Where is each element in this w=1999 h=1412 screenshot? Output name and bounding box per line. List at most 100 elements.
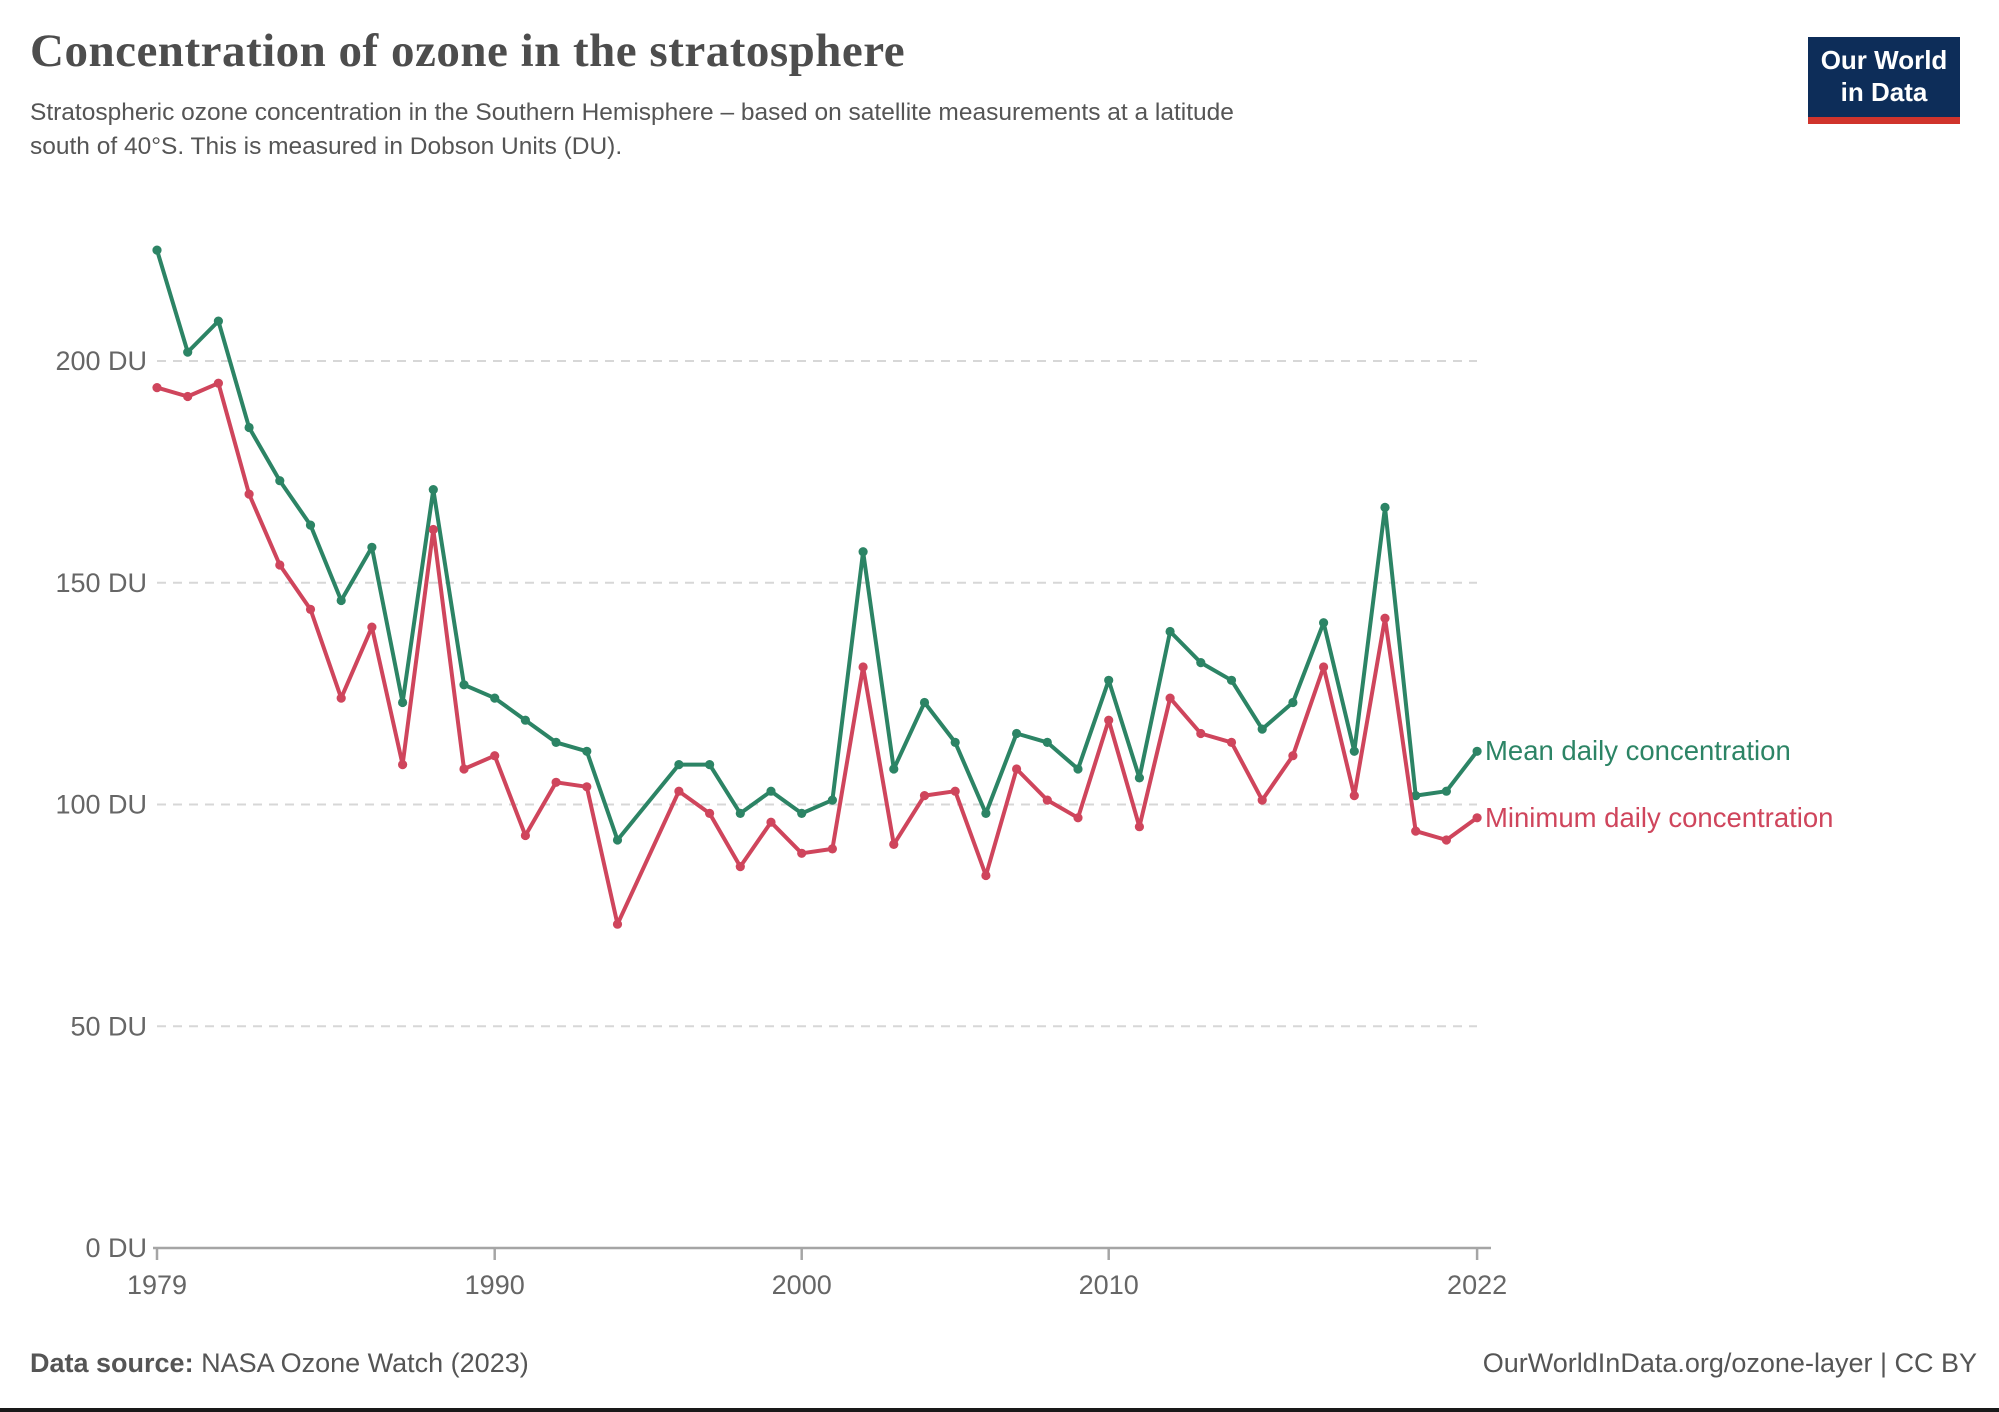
credit-link[interactable]: OurWorldInData.org/ozone-layer | CC BY <box>1482 1348 1977 1378</box>
mean-data-point[interactable] <box>919 697 930 708</box>
mean-line[interactable] <box>155 248 1480 842</box>
mean-data-point[interactable] <box>1349 746 1359 756</box>
mean-data-point[interactable] <box>1441 786 1451 796</box>
min-data-point[interactable] <box>398 760 408 770</box>
data-source-value: NASA Ozone Watch (2023) <box>193 1348 529 1378</box>
mean-data-point[interactable] <box>1411 791 1421 801</box>
series-label-mean-daily-concentration[interactable]: Mean daily concentration <box>1485 735 1791 766</box>
min-data-point[interactable] <box>1226 737 1237 748</box>
min-data-point[interactable] <box>1441 835 1451 845</box>
mean-data-point[interactable] <box>459 680 469 690</box>
mean-data-point[interactable] <box>705 760 715 770</box>
mean-data-point[interactable] <box>428 485 438 495</box>
mean-data-point[interactable] <box>889 764 899 774</box>
mean-data-point[interactable] <box>1257 724 1267 734</box>
mean-data-point[interactable] <box>981 808 991 819</box>
series-mean-daily-concentration[interactable] <box>152 245 1482 845</box>
min-data-point[interactable] <box>551 777 561 787</box>
min-data-point[interactable] <box>889 839 899 850</box>
mean-data-point[interactable] <box>1104 675 1114 685</box>
mean-data-point[interactable] <box>275 476 285 486</box>
mean-data-point[interactable] <box>213 316 223 326</box>
mean-data-point[interactable] <box>305 520 316 530</box>
mean-data-point[interactable] <box>1012 728 1022 739</box>
mean-data-point[interactable] <box>735 808 745 819</box>
mean-data-point[interactable] <box>797 808 807 819</box>
min-data-point[interactable] <box>1380 613 1390 623</box>
min-data-point[interactable] <box>428 524 438 535</box>
min-data-point[interactable] <box>1073 813 1083 823</box>
min-data-point[interactable] <box>981 870 991 881</box>
min-data-point[interactable] <box>582 782 592 792</box>
min-data-point[interactable] <box>1104 715 1114 725</box>
min-data-point[interactable] <box>152 383 162 393</box>
min-data-point[interactable] <box>183 391 193 402</box>
min-data-point[interactable] <box>705 808 715 819</box>
mean-data-point[interactable] <box>858 547 868 557</box>
mean-data-point[interactable] <box>336 595 346 606</box>
mean-data-point[interactable] <box>1073 764 1083 774</box>
min-data-point[interactable] <box>735 862 745 872</box>
mean-data-point[interactable] <box>1319 618 1329 628</box>
series-min-daily-concentration[interactable] <box>152 378 1482 929</box>
min-data-point[interactable] <box>275 560 285 570</box>
mean-data-point[interactable] <box>551 737 561 748</box>
mean-data-point[interactable] <box>1165 626 1175 637</box>
min-data-point[interactable] <box>213 378 223 388</box>
mean-data-point[interactable] <box>1042 737 1052 748</box>
min-data-point[interactable] <box>305 604 316 615</box>
min-data-point[interactable] <box>1257 795 1267 805</box>
min-data-point[interactable] <box>1134 822 1144 832</box>
mean-data-point[interactable] <box>152 245 162 255</box>
mean-data-point[interactable] <box>950 737 960 748</box>
mean-data-point[interactable] <box>520 715 531 725</box>
min-data-point[interactable] <box>1472 813 1482 823</box>
mean-data-point[interactable] <box>1196 658 1206 668</box>
series-label-minimum-daily-concentration[interactable]: Minimum daily concentration <box>1485 802 1834 833</box>
mean-data-point[interactable] <box>1134 773 1144 783</box>
min-line[interactable] <box>155 381 1480 927</box>
min-data-point[interactable] <box>1165 693 1175 703</box>
min-data-point[interactable] <box>490 751 500 761</box>
mean-data-point[interactable] <box>398 697 408 708</box>
min-data-point[interactable] <box>367 622 377 632</box>
mean-data-point[interactable] <box>244 422 254 433</box>
mean-data-point[interactable] <box>612 835 623 845</box>
min-data-point[interactable] <box>1288 751 1298 761</box>
mean-data-point[interactable] <box>1472 746 1482 756</box>
mean-data-point[interactable] <box>827 795 838 805</box>
svg-text:2022: 2022 <box>1447 1270 1507 1300</box>
min-data-point[interactable] <box>520 830 531 841</box>
mean-data-point[interactable] <box>367 542 377 552</box>
min-data-point[interactable] <box>1042 795 1052 805</box>
min-data-point[interactable] <box>919 791 930 801</box>
chart-subtitle: Stratospheric ozone concentration in the… <box>30 96 1234 165</box>
mean-data-point[interactable] <box>490 693 500 703</box>
mean-data-point[interactable] <box>1288 697 1298 708</box>
min-data-point[interactable] <box>1319 662 1329 672</box>
min-data-point[interactable] <box>244 489 254 499</box>
min-data-point[interactable] <box>1349 791 1359 801</box>
mean-data-point[interactable] <box>183 347 193 357</box>
min-data-point[interactable] <box>336 693 346 703</box>
mean-data-point[interactable] <box>674 760 684 770</box>
min-data-point[interactable] <box>797 848 807 858</box>
y-tick-labels: 0 DU 50 DU 100 DU 150 DU 200 DU <box>55 346 147 1263</box>
svg-text:0 DU: 0 DU <box>85 1233 147 1263</box>
mean-data-point[interactable] <box>1380 502 1390 512</box>
mean-data-point[interactable] <box>582 746 592 756</box>
min-data-point[interactable] <box>950 786 960 796</box>
min-data-point[interactable] <box>827 844 838 854</box>
min-data-point[interactable] <box>1411 826 1421 836</box>
min-data-point[interactable] <box>1196 728 1206 739</box>
min-data-point[interactable] <box>459 764 469 774</box>
min-data-point[interactable] <box>612 919 623 929</box>
mean-data-point[interactable] <box>766 786 776 796</box>
mean-data-point[interactable] <box>1226 675 1237 685</box>
min-data-point[interactable] <box>1012 764 1022 774</box>
logo-line-1: Our World <box>1820 45 1948 76</box>
min-data-point[interactable] <box>766 817 776 827</box>
min-data-point[interactable] <box>858 662 868 672</box>
min-data-point[interactable] <box>674 786 684 796</box>
